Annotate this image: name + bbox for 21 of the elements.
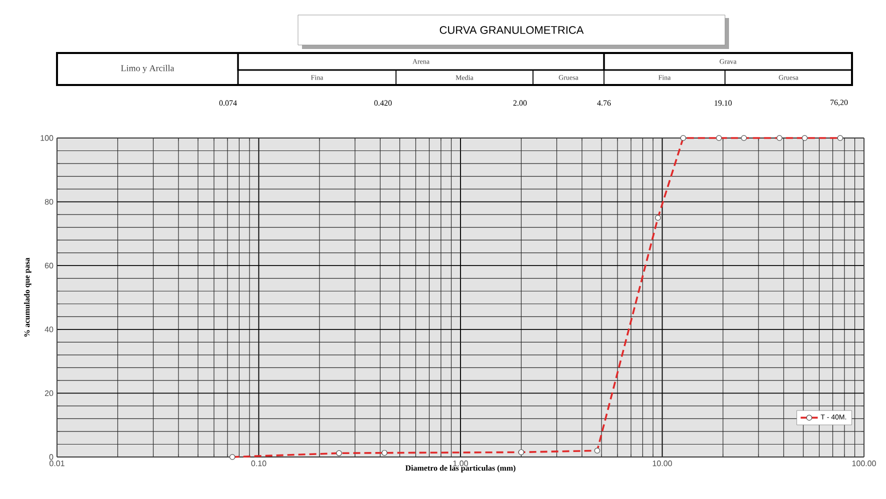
x-tick-label: 1.00 xyxy=(453,460,468,466)
text: 4.76 xyxy=(597,100,611,106)
text: 76,20 xyxy=(830,100,848,106)
text: 0.074 xyxy=(219,100,237,106)
x-axis-title: Diametro de las particulas (mm) xyxy=(405,465,516,472)
y-axis-title: % acumulado que pasa xyxy=(24,258,32,337)
text: 2.00 xyxy=(513,100,527,106)
text: Limo y Arcilla xyxy=(121,64,174,74)
y-tick-label: 0 xyxy=(49,454,54,460)
x-tick-label: 0.01 xyxy=(50,460,64,466)
y-tick-label: 80 xyxy=(44,198,54,205)
text: 0.420 xyxy=(374,100,392,106)
x-tick-label: 100.00 xyxy=(852,460,876,466)
y-tick-label: 100 xyxy=(40,135,54,141)
y-tick-label: 60 xyxy=(44,262,54,268)
x-tick-label: 10.00 xyxy=(652,460,672,466)
x-tick-label: 0.10 xyxy=(251,460,266,466)
y-tick-label: 20 xyxy=(44,390,54,396)
chart-title: CURVA GRANULOMETRICA xyxy=(440,26,584,34)
y-tick-label: 40 xyxy=(44,326,54,332)
text: 19.10 xyxy=(714,100,732,106)
